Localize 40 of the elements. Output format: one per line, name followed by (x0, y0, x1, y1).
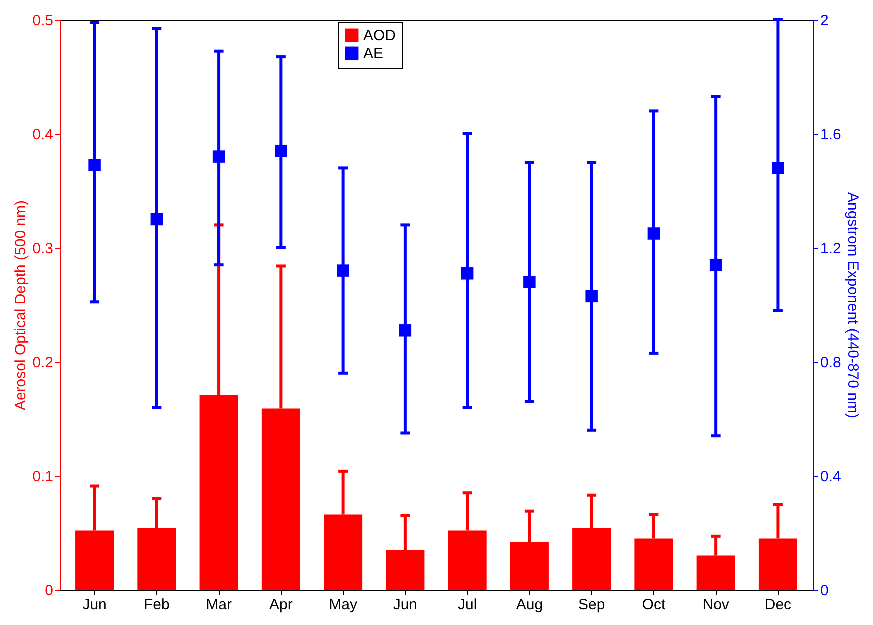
point (648, 228, 660, 240)
y2-tick-label: 1.6 (820, 126, 842, 144)
x-tick-label: Sep (578, 596, 606, 614)
y-tick-label: 0.3 (32, 240, 54, 258)
y-tick-label: 0.1 (32, 468, 54, 486)
point (461, 268, 474, 280)
y-tick-label: 0.5 (32, 12, 54, 30)
point (337, 264, 350, 277)
x-tick-label: Jun (82, 596, 107, 614)
y2-tick-label: 1.2 (820, 240, 842, 258)
point (88, 159, 101, 172)
point (710, 258, 722, 272)
y2-tick-label: 0.4 (820, 468, 842, 486)
x-tick-label: Feb (144, 596, 170, 614)
y-tick-label: 0 (45, 582, 54, 600)
x-tick-label: Aug (516, 596, 544, 614)
y-axis-title: Aerosol Optical Depth (500 nm) (12, 200, 30, 411)
point (150, 213, 164, 226)
y2-tick-label: 0 (820, 582, 829, 600)
x-tick-label: Dec (764, 596, 792, 614)
y2-tick-label: 0.8 (820, 354, 842, 372)
legend-label: AE (364, 46, 384, 62)
y2-tick-label: 2 (820, 12, 829, 30)
x-tick-label: Jul (458, 596, 478, 614)
point (212, 150, 226, 163)
point (772, 162, 784, 174)
point (275, 144, 288, 158)
y-tick-label: 0.2 (32, 354, 54, 372)
point (524, 276, 536, 288)
y2-axis-title: Angstrom Exponent (440-870 nm) (844, 192, 862, 418)
x-tick-label: May (329, 596, 358, 614)
x-tick-label: Nov (702, 596, 730, 614)
point (586, 290, 598, 303)
x-tick-label: Jun (393, 596, 418, 614)
x-tick-label: Oct (642, 596, 666, 614)
point (399, 324, 412, 337)
legend-label: AOD (364, 28, 396, 44)
y-tick-label: 0.4 (32, 126, 54, 144)
x-tick-label: Mar (206, 596, 232, 614)
x-tick-label: Apr (270, 596, 293, 614)
